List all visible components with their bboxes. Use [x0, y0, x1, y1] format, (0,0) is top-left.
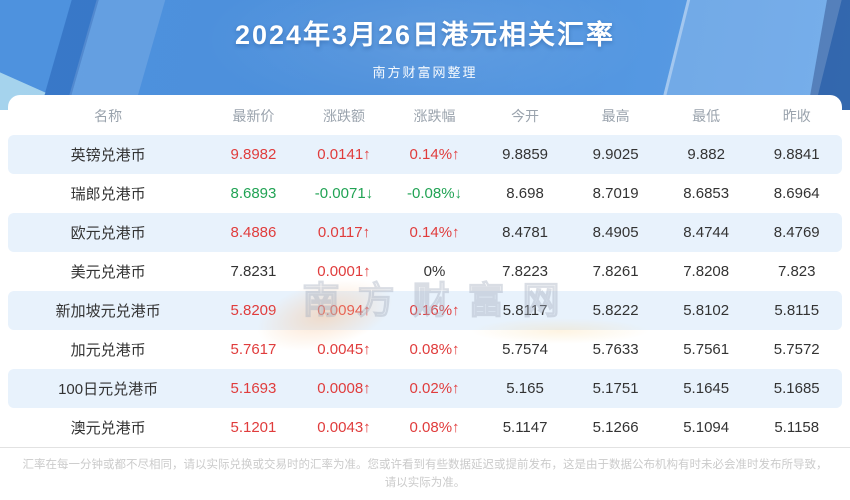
cell-prev-close: 9.8841: [773, 146, 820, 163]
cell-name: 美元兑港币: [70, 264, 146, 281]
cell-latest: 9.8982: [230, 146, 277, 163]
cell-open: 9.8859: [502, 146, 549, 163]
cell-low: 8.4744: [683, 224, 730, 241]
cell-change-pct: 0.02%↑: [409, 380, 460, 397]
cell-open: 8.4781: [502, 224, 549, 241]
cell-low: 5.8102: [683, 302, 730, 319]
header-cell: 涨跌额: [322, 108, 365, 124]
cell-change-pct: 0.14%↑: [409, 224, 460, 241]
cell-name: 欧元兑港币: [70, 225, 146, 242]
cell-high: 9.9025: [592, 146, 639, 163]
cell-high: 5.1266: [592, 419, 639, 436]
disclaimer-line-2: 请以实际为准。: [384, 477, 466, 489]
header-cell: 最新价: [232, 108, 275, 124]
cell-low: 9.882: [687, 146, 725, 163]
cell-change-pct: 0%: [423, 263, 446, 280]
cell-name: 100日元兑港币: [58, 381, 159, 398]
cell-prev-close: 5.8115: [774, 302, 820, 319]
table-row: 瑞郎兑港币 8.6893 -0.0071↓ -0.08%↓ 8.698 8.7019 8.6…: [8, 174, 842, 213]
cell-latest: 5.7617: [230, 341, 277, 358]
cell-low: 8.6853: [683, 185, 730, 202]
cell-low: 5.7561: [683, 341, 730, 358]
cell-latest: 5.8209: [230, 302, 277, 319]
cell-low: 5.1645: [683, 380, 730, 397]
rates-table-card: 名称 最新价 涨跌额 涨跌幅 今开 最高 最低 昨收 英镑兑港币 9.8982 0.0141↑ 0.…: [8, 95, 842, 500]
cell-prev-close: 7.823: [777, 263, 816, 280]
cell-open: 5.1147: [502, 419, 548, 436]
table-row: 美元兑港币 7.8231 0.0001↑ 0% 7.8223 7.8261 7.8208 7.…: [8, 252, 842, 291]
cell-open: 5.7574: [502, 341, 549, 358]
cell-change: 0.0043↑: [317, 419, 371, 436]
cell-name: 新加坡元兑港币: [55, 303, 161, 320]
header-cell: 昨收: [782, 108, 811, 124]
page-title: 2024年3月26日港元相关汇率: [234, 20, 616, 50]
cell-prev-close: 5.1158: [774, 419, 820, 436]
cell-low: 7.8208: [683, 263, 730, 280]
table-row: 新加坡元兑港币 5.8209 0.0094↑ 0.16%↑ 5.8117 5.8222 5.…: [8, 291, 842, 330]
page-subtitle: 南方财富网整理: [372, 65, 478, 80]
table-row: 英镑兑港币 9.8982 0.0141↑ 0.14%↑ 9.8859 9.9025 9.88…: [8, 135, 842, 174]
cell-change: 0.0094↑: [317, 302, 371, 319]
cell-change-pct: 0.16%↑: [409, 302, 460, 319]
table-row: 加元兑港币 5.7617 0.0045↑ 0.08%↑ 5.7574 5.7633 5.75…: [8, 330, 842, 369]
cell-high: 8.7019: [592, 185, 639, 202]
cell-latest: 5.1693: [230, 380, 277, 397]
cell-high: 5.1751: [592, 380, 639, 397]
footer-divider: [0, 447, 850, 448]
cell-latest: 8.4886: [230, 224, 277, 241]
cell-name: 英镑兑港币: [70, 147, 146, 164]
table-row: 澳元兑港币 5.1201 0.0043↑ 0.08%↑ 5.1147 5.1266 5.10…: [8, 408, 842, 447]
cell-high: 7.8261: [592, 263, 639, 280]
cell-high: 5.8222: [592, 302, 639, 319]
cell-name: 澳元兑港币: [70, 420, 146, 437]
cell-change: -0.0071↓: [314, 185, 374, 202]
table-body: 英镑兑港币 9.8982 0.0141↑ 0.14%↑ 9.8859 9.9025 9.88…: [8, 135, 842, 447]
cell-high: 8.4905: [592, 224, 639, 241]
header-cell: 最高: [601, 108, 630, 124]
hero-banner: 2024年3月26日港元相关汇率 南方财富网整理: [0, 0, 850, 110]
cell-prev-close: 8.6964: [773, 185, 820, 202]
cell-change-pct: 0.14%↑: [409, 146, 460, 163]
hero-glow-shape: [200, 0, 650, 110]
cell-latest: 8.6893: [230, 185, 277, 202]
cell-prev-close: 5.1685: [773, 380, 820, 397]
cell-change-pct: -0.08%↓: [407, 185, 463, 202]
disclaimer-line-1: 汇率在每一分钟或都不尽相同，请以实际兑换或交易时的汇率为准。您或许看到有些数据延…: [22, 459, 828, 471]
header-cell: 涨跌幅: [413, 108, 456, 124]
cell-change-pct: 0.08%↑: [409, 419, 460, 436]
header-cell: 今开: [511, 108, 540, 124]
cell-name: 加元兑港币: [70, 342, 146, 359]
table-header-row: 名称 最新价 涨跌额 涨跌幅 今开 最高 最低 昨收: [8, 97, 842, 135]
cell-open: 7.8223: [502, 263, 549, 280]
cell-change: 0.0117↑: [317, 224, 371, 241]
header-cell: 最低: [692, 108, 721, 124]
cell-high: 5.7633: [592, 341, 639, 358]
cell-prev-close: 5.7572: [773, 341, 820, 358]
cell-latest: 7.8231: [230, 263, 277, 280]
header-cell: 名称: [94, 108, 123, 124]
table-row: 100日元兑港币 5.1693 0.0008↑ 0.02%↑ 5.165 5.1751 5.…: [8, 369, 842, 408]
cell-change: 0.0141↑: [317, 146, 371, 163]
cell-latest: 5.1201: [230, 419, 277, 436]
cell-change-pct: 0.08%↑: [409, 341, 460, 358]
cell-low: 5.1094: [683, 419, 730, 436]
cell-open: 5.165: [506, 380, 544, 397]
cell-prev-close: 8.4769: [773, 224, 820, 241]
table-row: 欧元兑港币 8.4886 0.0117↑ 0.14%↑ 8.4781 8.4905 8.47…: [8, 213, 842, 252]
cell-change: 0.0045↑: [317, 341, 371, 358]
disclaimer-text: 汇率在每一分钟或都不尽相同，请以实际兑换或交易时的汇率为准。您或许看到有些数据延…: [20, 456, 830, 492]
cell-name: 瑞郎兑港币: [70, 186, 146, 203]
cell-open: 5.8117: [502, 302, 548, 319]
cell-open: 8.698: [506, 185, 544, 202]
cell-change: 0.0008↑: [317, 380, 371, 397]
cell-change: 0.0001↑: [317, 263, 371, 280]
